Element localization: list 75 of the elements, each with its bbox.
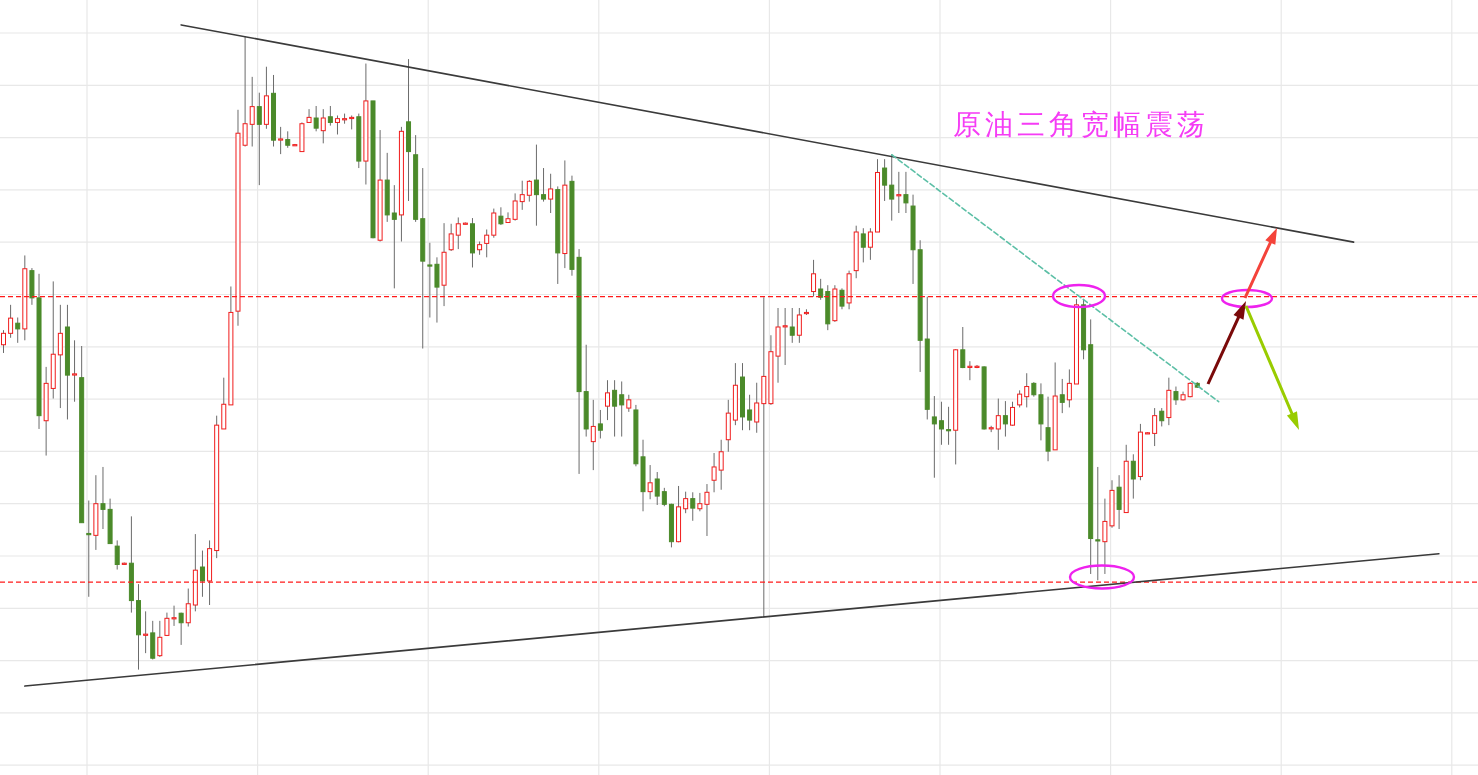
candlestick (654, 471, 660, 506)
candlestick (1024, 372, 1030, 408)
candlestick (185, 588, 191, 628)
candlestick (306, 108, 312, 123)
candlestick (256, 92, 262, 186)
candlestick (519, 180, 525, 211)
candlestick (448, 223, 454, 252)
candlestick (548, 173, 554, 214)
candlestick (946, 406, 952, 446)
candlestick (57, 304, 63, 409)
candlestick (796, 307, 802, 344)
candlestick (1095, 466, 1101, 581)
candlestick (1002, 400, 1008, 438)
candlestick (249, 76, 255, 148)
candlestick (1152, 407, 1158, 447)
candlestick (839, 287, 845, 310)
candlestick (498, 206, 504, 226)
candlestick (882, 158, 888, 202)
candlestick (8, 304, 14, 339)
candlestick (661, 487, 667, 507)
candlestick (896, 171, 902, 214)
candlestick (278, 126, 284, 155)
candlestick (1116, 474, 1122, 530)
candlestick (903, 171, 909, 214)
candlestick (1173, 386, 1179, 406)
candlestick (427, 242, 433, 318)
candlestick (199, 550, 205, 598)
candlestick (747, 394, 753, 431)
candlestick (761, 296, 767, 618)
candlestick (143, 610, 149, 654)
candlestick (995, 398, 1001, 451)
candlestick (604, 379, 610, 421)
candlestick (327, 105, 333, 127)
candlestick (1159, 407, 1165, 427)
candlestick (320, 108, 326, 144)
candlestick (1010, 401, 1016, 427)
candlestick (434, 256, 440, 324)
candlestick (15, 317, 21, 344)
candlestick (391, 184, 397, 289)
candlestick (597, 409, 603, 439)
candlestick (612, 379, 618, 438)
candlestick (86, 500, 92, 598)
candlestick (1059, 378, 1065, 414)
candlestick (526, 179, 532, 203)
candlestick (789, 307, 795, 344)
candlestick (590, 399, 596, 471)
candlestick (619, 380, 625, 438)
candlestick (754, 382, 760, 434)
candlestick (711, 452, 717, 493)
candlestick (867, 227, 873, 261)
candlestick (1066, 368, 1072, 408)
candlestick (455, 216, 461, 250)
candlestick (491, 208, 497, 239)
candlestick (157, 620, 163, 658)
candlestick (683, 491, 689, 514)
candlestick (533, 144, 539, 227)
candlestick (931, 395, 937, 479)
candlestick (690, 491, 696, 522)
candlestick (313, 105, 319, 132)
candlestick (647, 464, 653, 500)
candlestick (334, 114, 340, 135)
candlestick (72, 339, 78, 403)
candlestick (541, 167, 547, 203)
candlestick (860, 227, 866, 263)
candlestick (484, 228, 490, 258)
candlestick (718, 439, 724, 491)
candlestick (938, 401, 944, 446)
candlestick (818, 278, 824, 301)
candlestick (811, 259, 817, 298)
candlestick (178, 612, 184, 646)
candlestick (1130, 453, 1136, 500)
candlestick (114, 539, 120, 571)
candlestick (1045, 396, 1051, 462)
candlestick (960, 326, 966, 369)
text: 原油三角宽幅震荡 (953, 107, 1209, 143)
